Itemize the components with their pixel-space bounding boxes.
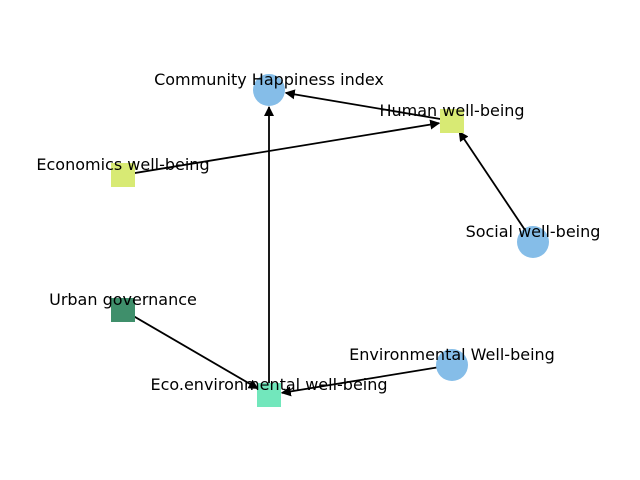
node-environmental xyxy=(436,349,468,381)
edge-social-to-human xyxy=(458,130,534,243)
node-label-economics: Economics well-being xyxy=(36,155,209,174)
node-label-urban: Urban governance xyxy=(49,290,197,309)
edge-environmental-to-ecoenv xyxy=(280,364,453,397)
node-urban xyxy=(111,298,135,322)
node-label-community: Community Happiness index xyxy=(154,70,384,89)
edge-economics-to-human xyxy=(122,119,441,176)
node-economics xyxy=(111,163,135,187)
edge-human-to-community xyxy=(284,89,453,122)
node-social xyxy=(517,226,549,258)
edges-layer xyxy=(122,89,534,397)
node-community xyxy=(253,74,285,106)
node-label-human: Human well-being xyxy=(379,101,524,120)
node-human xyxy=(440,109,464,133)
node-label-ecoenv: Eco.environmental well-being xyxy=(150,375,387,394)
nodes-layer xyxy=(111,74,549,407)
edge-urban-to-ecoenv xyxy=(122,309,259,390)
node-label-social: Social well-being xyxy=(466,222,601,241)
node-label-environmental: Environmental Well-being xyxy=(349,345,555,364)
node-ecoenv xyxy=(257,383,281,407)
labels-layer: Community Happiness index Human well-bein… xyxy=(36,70,600,394)
